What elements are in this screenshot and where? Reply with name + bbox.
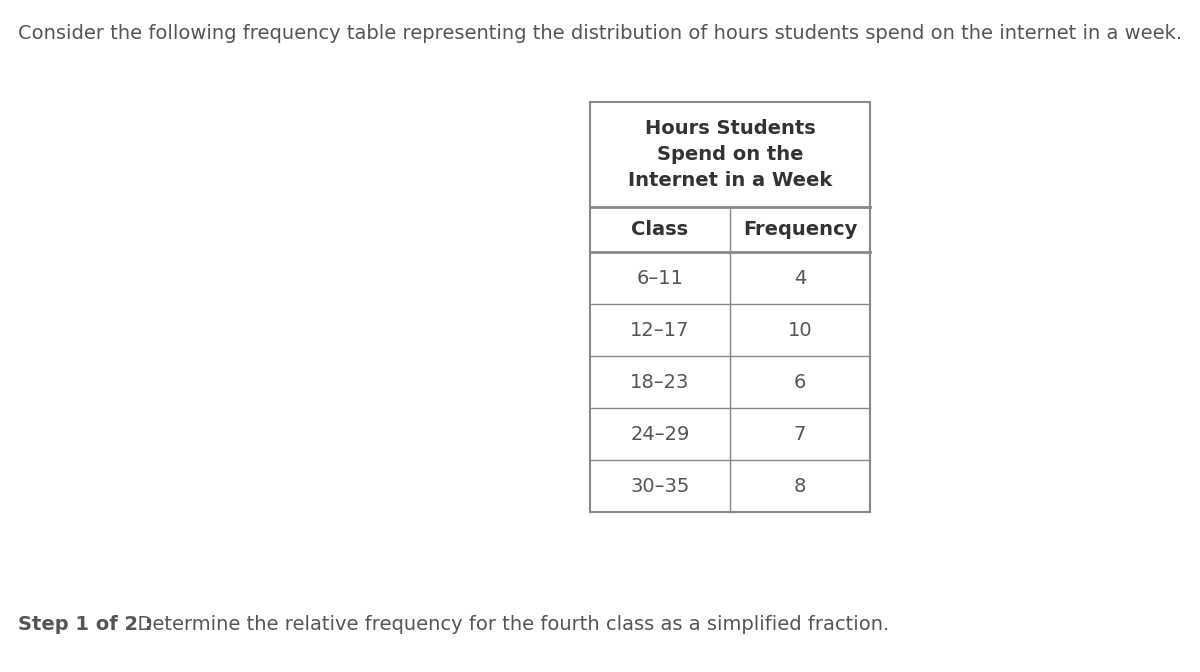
Text: Determine the relative frequency for the fourth class as a simplified fraction.: Determine the relative frequency for the… xyxy=(125,615,889,634)
Text: Consider the following frequency table representing the distribution of hours st: Consider the following frequency table r… xyxy=(18,24,1182,43)
Text: Frequency: Frequency xyxy=(743,220,857,239)
Bar xyxy=(590,102,870,512)
Text: 12–17: 12–17 xyxy=(630,321,690,339)
Text: 30–35: 30–35 xyxy=(630,476,690,495)
Text: Class: Class xyxy=(631,220,689,239)
Text: 7: 7 xyxy=(794,425,806,444)
Text: 6: 6 xyxy=(794,372,806,392)
Text: 18–23: 18–23 xyxy=(630,372,690,392)
Text: 10: 10 xyxy=(787,321,812,339)
Text: 8: 8 xyxy=(794,476,806,495)
Text: Hours Students
Spend on the
Internet in a Week: Hours Students Spend on the Internet in … xyxy=(628,118,832,190)
Text: 4: 4 xyxy=(794,269,806,288)
Text: 6–11: 6–11 xyxy=(636,269,684,288)
Text: 24–29: 24–29 xyxy=(630,425,690,444)
Text: Step 1 of 2 :: Step 1 of 2 : xyxy=(18,615,152,634)
